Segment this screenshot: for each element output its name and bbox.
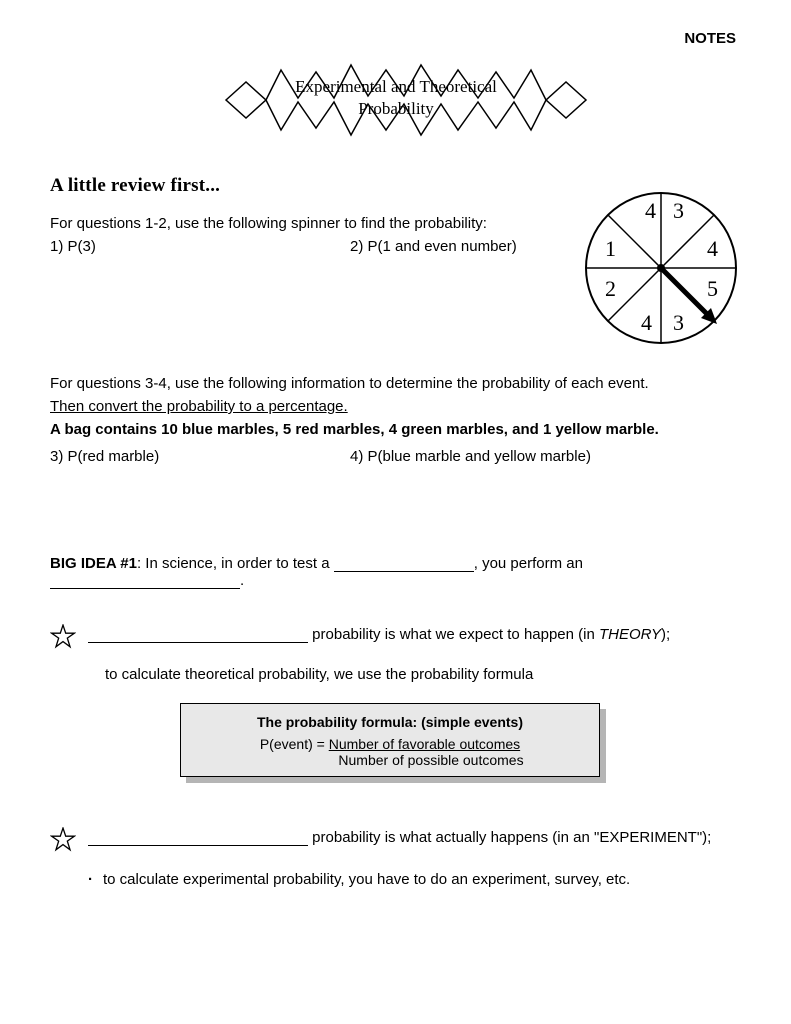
bigidea-text-a: : In science, in order to test a	[137, 555, 334, 572]
theory-tail: );	[661, 626, 670, 643]
title-starburst: Experimental and Theoretical Probability	[50, 40, 741, 160]
q34-row: 3) P(red marble) 4) P(blue marble and ye…	[50, 448, 741, 465]
svg-text:4: 4	[645, 198, 656, 223]
starburst-icon: Experimental and Theoretical Probability	[186, 40, 606, 160]
svg-text:5: 5	[707, 276, 718, 301]
formula-body: P(event) = Number of favorable outcomes …	[195, 736, 585, 768]
title-line1: Experimental and Theoretical	[295, 77, 497, 96]
theory-calc: to calculate theoretical probability, we…	[105, 666, 741, 683]
theory-line: probability is what we expect to happen …	[308, 626, 599, 643]
formula-title: The probability formula: (simple events)	[195, 714, 585, 730]
bag-text: A bag contains 10 blue marbles, 5 red ma…	[50, 421, 741, 438]
bigidea-text-c: .	[240, 572, 244, 589]
formula-box: The probability formula: (simple events)…	[180, 703, 600, 777]
star-icon	[50, 624, 80, 654]
svg-text:4: 4	[707, 236, 718, 261]
svg-text:3: 3	[673, 198, 684, 223]
formula-den: Number of possible outcomes	[277, 752, 585, 768]
q34-intro1: For questions 3-4, use the following inf…	[50, 375, 741, 392]
q4: 4) P(blue marble and yellow marble)	[350, 448, 741, 465]
q3: 3) P(red marble)	[50, 448, 350, 465]
q1: 1) P(3)	[50, 238, 350, 255]
svg-text:1: 1	[605, 236, 616, 261]
experiment-bullet: probability is what actually happens (in…	[50, 827, 741, 857]
exp-calc: to calculate experimental probability, y…	[88, 871, 741, 888]
exp-text: probability is what actually happens (in…	[88, 827, 741, 846]
blank-3	[88, 642, 308, 643]
blank-1	[334, 571, 474, 572]
svg-text:4: 4	[641, 310, 652, 335]
q34-intro2: Then convert the probability to a percen…	[50, 398, 741, 415]
title-line2: Probability	[358, 99, 434, 118]
big-idea-1: BIG IDEA #1: In science, in order to tes…	[50, 555, 741, 589]
svg-text:2: 2	[605, 276, 616, 301]
blank-2	[50, 588, 240, 589]
bigidea-text-b: , you perform an	[474, 555, 583, 572]
section-34: For questions 3-4, use the following inf…	[50, 375, 741, 465]
spinner: 4 3 1 4 2 5 4 3	[581, 188, 741, 352]
theory-bullet: probability is what we expect to happen …	[50, 624, 741, 654]
formula-box-inner: The probability formula: (simple events)…	[180, 703, 600, 777]
theory-word: THEORY	[599, 626, 661, 643]
theory-text: probability is what we expect to happen …	[88, 624, 741, 643]
exp-line: probability is what actually happens (in…	[308, 829, 711, 846]
bigidea-label: BIG IDEA #1	[50, 555, 137, 572]
worksheet-page: NOTES Experimental and Theoretical Proba…	[0, 0, 791, 928]
star-icon	[50, 827, 80, 857]
formula-lhs: P(event) =	[260, 736, 329, 752]
spinner-icon: 4 3 1 4 2 5 4 3	[581, 188, 741, 348]
blank-4	[88, 845, 308, 846]
svg-text:3: 3	[673, 310, 684, 335]
notes-label: NOTES	[684, 30, 736, 47]
formula-num: Number of favorable outcomes	[329, 736, 520, 752]
